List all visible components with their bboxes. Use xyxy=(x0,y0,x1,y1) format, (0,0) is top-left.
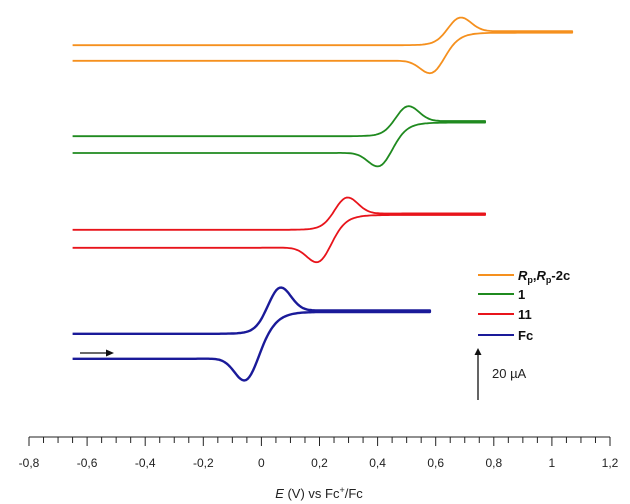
x-tick-label: 1,2 xyxy=(602,456,619,470)
legend-label-3: 11 xyxy=(518,307,532,322)
x-tick-label: -0,8 xyxy=(19,456,40,470)
scan-arrow-head xyxy=(106,349,114,357)
scale-bar-arrowhead xyxy=(474,348,482,355)
cv-curve-4 xyxy=(72,286,432,382)
cv-curve-3 xyxy=(72,196,486,264)
legend-label-2: 1 xyxy=(518,287,525,302)
x-tick-label: 0 xyxy=(258,456,265,470)
current-scale-bar: 20 µA xyxy=(474,348,527,400)
x-tick-label: 0,8 xyxy=(485,456,502,470)
cv-curve-1 xyxy=(72,16,574,75)
x-tick-label: 0,4 xyxy=(369,456,386,470)
x-tick-label: 0,6 xyxy=(427,456,444,470)
legend-label-1: Rp,Rp-2c xyxy=(518,268,570,285)
x-axis: -0,8 -0,6 -0,4 -0,2 0 0,2 0,4 0,6 0,8 1 1,2 xyxy=(19,436,619,470)
x-tick-label: -0,2 xyxy=(193,456,214,470)
x-tick-label: -0,6 xyxy=(77,456,98,470)
x-tick-label: 1 xyxy=(549,456,556,470)
x-tick-label: 0,2 xyxy=(311,456,328,470)
legend-label-4: Fc xyxy=(518,328,533,343)
x-axis-label: E (V) vs Fc+/Fc xyxy=(275,485,363,501)
curves-group xyxy=(72,16,574,382)
scale-bar-label: 20 µA xyxy=(492,366,527,381)
scan-direction-arrow xyxy=(80,349,114,357)
cv-curve-2 xyxy=(72,105,486,168)
x-tick-label: -0,4 xyxy=(135,456,156,470)
